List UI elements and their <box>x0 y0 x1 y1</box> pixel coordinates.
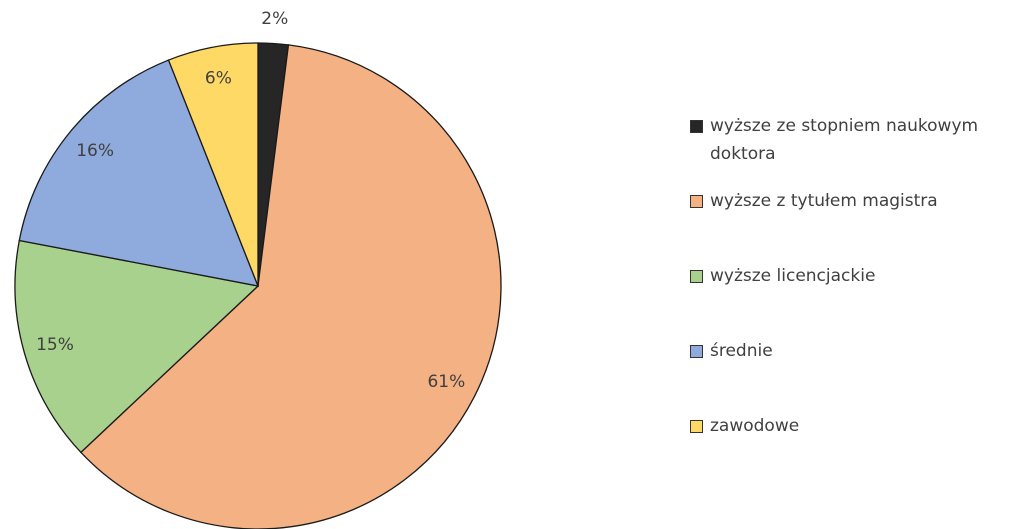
data-label: 16% <box>76 141 114 161</box>
legend-item: zawodowe <box>690 412 1015 487</box>
pie-slice <box>14 239 260 454</box>
legend-swatch <box>690 420 703 433</box>
legend-swatch <box>690 195 703 208</box>
data-label: 61% <box>427 372 465 392</box>
legend-item: wyższe z tytułem magistra <box>690 187 1015 262</box>
data-label: 6% <box>205 68 232 88</box>
legend-item: wyższe ze stopniem naukowym doktora <box>690 112 1015 187</box>
legend: wyższe ze stopniem naukowym doktora wyższ… <box>690 112 1015 487</box>
legend-label: zawodowe <box>710 416 800 436</box>
pie-slice <box>79 44 502 529</box>
data-label: 15% <box>36 335 74 355</box>
legend-swatch <box>690 270 703 283</box>
pie-slice <box>167 42 259 287</box>
legend-swatch <box>690 120 703 133</box>
legend-label: wyższe ze stopniem naukowym doktora <box>710 116 979 164</box>
data-label: 2% <box>261 9 288 29</box>
legend-label: wyższe licencjackie <box>710 266 876 286</box>
legend-item: średnie <box>690 337 1015 412</box>
legend-label: średnie <box>710 341 773 361</box>
legend-item: wyższe licencjackie <box>690 262 1015 337</box>
pie-slice <box>18 59 260 287</box>
legend-swatch <box>690 345 703 358</box>
legend-label: wyższe z tytułem magistra <box>710 191 938 211</box>
